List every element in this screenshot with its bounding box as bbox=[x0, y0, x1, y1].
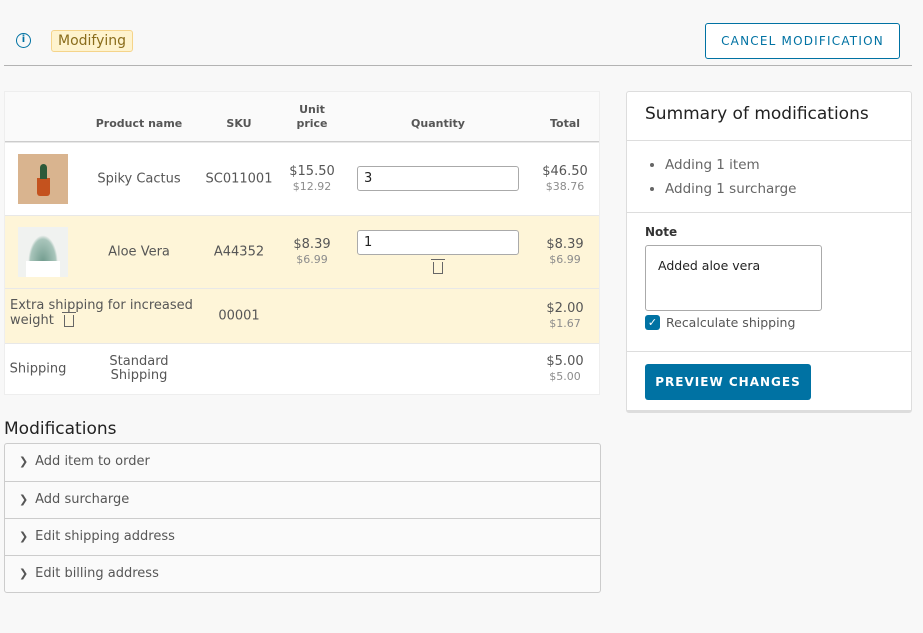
col-product-name: Product name bbox=[95, 117, 183, 130]
chevron-right-icon: ❯ bbox=[19, 455, 29, 468]
table-row: Aloe Vera A44352 $8.39 $6.99 1 $8.39 $6.99 bbox=[5, 215, 599, 288]
status-badge: Modifying bbox=[51, 30, 134, 52]
summary-title: Summary of modifications bbox=[627, 92, 911, 141]
note-section: Note Added aloe vera ✓ Recalculate shipp… bbox=[627, 213, 911, 352]
shipping-method: Standard Shipping bbox=[109, 354, 169, 383]
quantity-input[interactable]: 3 bbox=[357, 166, 519, 191]
checkmark-icon: ✓ bbox=[645, 315, 660, 330]
surcharge-name: Extra shipping for increased weight bbox=[10, 298, 193, 328]
chevron-right-icon: ❯ bbox=[19, 530, 29, 543]
unit-price: $8.39 $6.99 bbox=[293, 237, 331, 266]
modifications-heading: Modifications bbox=[4, 419, 117, 439]
delete-item-button[interactable] bbox=[431, 258, 445, 275]
col-price: price bbox=[296, 117, 328, 130]
product-name: Spiky Cactus bbox=[97, 171, 181, 187]
sku: 00001 bbox=[218, 308, 260, 324]
chevron-right-icon: ❯ bbox=[19, 567, 29, 580]
table-row: Shipping Standard Shipping $5.00 $5.00 bbox=[5, 343, 599, 394]
product-name: Aloe Vera bbox=[108, 244, 170, 260]
cactus-image bbox=[18, 154, 68, 204]
aloe-vera-image bbox=[18, 227, 68, 277]
col-total: Total bbox=[549, 117, 581, 130]
recalculate-shipping-checkbox[interactable]: ✓ Recalculate shipping bbox=[645, 315, 893, 330]
note-textarea[interactable]: Added aloe vera bbox=[645, 245, 822, 311]
shipping-label: Shipping bbox=[9, 361, 67, 377]
sku: A44352 bbox=[213, 244, 265, 260]
table-header: Product name SKU Unit price Quantity Tot… bbox=[5, 92, 599, 142]
info-icon: i bbox=[16, 33, 31, 48]
modifications-accordion: ❯ Add item to order ❯ Add surcharge ❯ Ed… bbox=[4, 443, 601, 593]
sku: SC011001 bbox=[205, 171, 273, 187]
accordion-add-surcharge[interactable]: ❯ Add surcharge bbox=[5, 481, 600, 518]
delete-surcharge-button[interactable] bbox=[61, 311, 76, 328]
accordion-edit-shipping-address[interactable]: ❯ Edit shipping address bbox=[5, 518, 600, 555]
summary-item: Adding 1 item bbox=[665, 153, 911, 177]
total: $2.00 $1.67 bbox=[546, 301, 584, 330]
summary-panel: Summary of modifications Adding 1 item A… bbox=[626, 91, 912, 413]
total: $5.00 $5.00 bbox=[546, 354, 584, 383]
unit-price: $15.50 $12.92 bbox=[289, 164, 335, 193]
col-sku: SKU bbox=[226, 117, 252, 130]
quantity-input[interactable]: 1 bbox=[357, 230, 519, 255]
total: $46.50 $38.76 bbox=[542, 164, 588, 193]
trash-icon bbox=[431, 258, 445, 274]
note-label: Note bbox=[645, 225, 678, 239]
summary-item: Adding 1 surcharge bbox=[665, 177, 911, 201]
chevron-right-icon: ❯ bbox=[19, 493, 29, 506]
order-lines-table: Product name SKU Unit price Quantity Tot… bbox=[4, 91, 600, 395]
col-unit: Unit bbox=[299, 103, 325, 116]
summary-list: Adding 1 item Adding 1 surcharge bbox=[627, 141, 911, 213]
cancel-modification-button[interactable]: CANCEL MODIFICATION bbox=[705, 23, 900, 59]
trash-icon bbox=[61, 311, 76, 327]
table-row: Extra shipping for increased weight 0000… bbox=[5, 288, 599, 343]
table-row: Spiky Cactus SC011001 $15.50 $12.92 3 $46… bbox=[5, 142, 599, 215]
preview-changes-button[interactable]: PREVIEW CHANGES bbox=[645, 364, 811, 400]
divider bbox=[4, 65, 912, 66]
col-quantity: Quantity bbox=[411, 117, 465, 130]
accordion-add-item[interactable]: ❯ Add item to order bbox=[5, 444, 600, 481]
accordion-edit-billing-address[interactable]: ❯ Edit billing address bbox=[5, 555, 600, 592]
total: $8.39 $6.99 bbox=[546, 237, 584, 266]
